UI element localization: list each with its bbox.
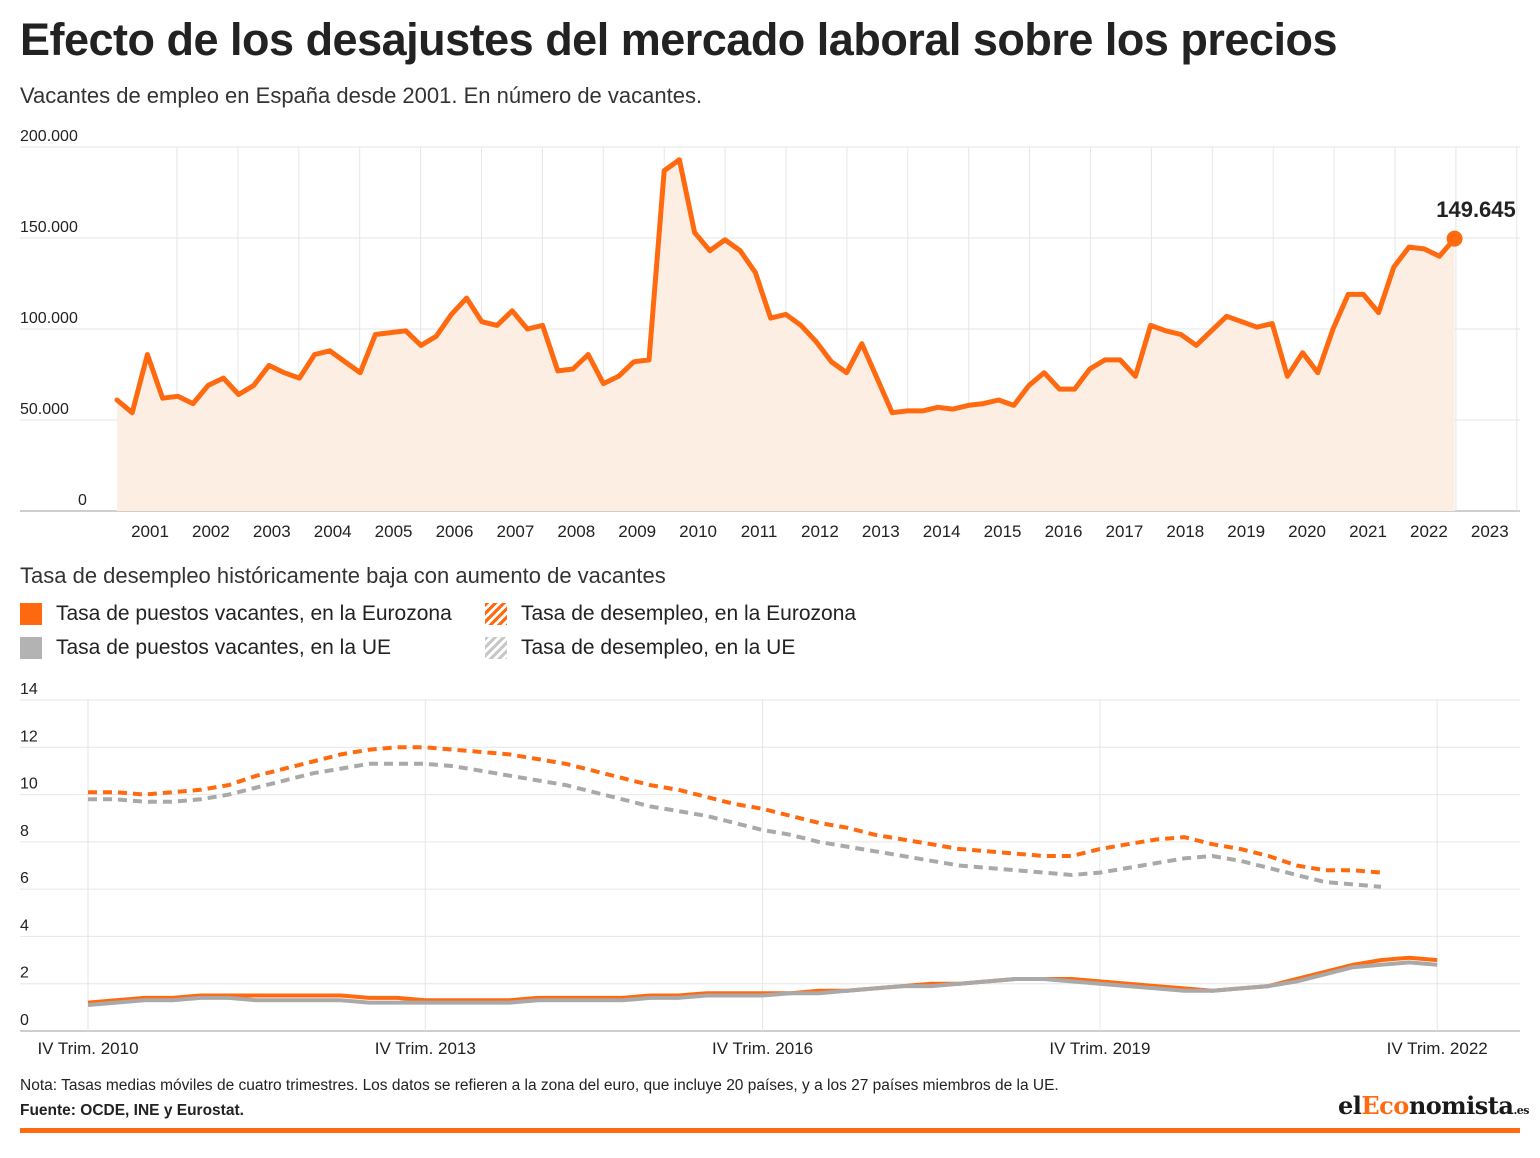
- x-tick-label: 2007: [496, 522, 534, 541]
- x-tick-label: 2014: [923, 522, 961, 541]
- chart-title: Efecto de los desajustes del mercado lab…: [20, 14, 1337, 65]
- y-tick-label: 6: [20, 870, 29, 887]
- y-tick-label: 12: [20, 728, 38, 745]
- y-tick-label: 100.000: [20, 310, 78, 327]
- vacancies-area: [117, 159, 1455, 511]
- y-tick-label: 150.000: [20, 219, 78, 236]
- x-tick-label: 2004: [314, 522, 352, 541]
- x-tick-label: 2002: [192, 522, 230, 541]
- unemployment-eurozone-line: [88, 745, 1382, 875]
- y-tick-label: 50.000: [20, 401, 69, 418]
- x-tick-label: IV Trim. 2016: [712, 1039, 813, 1058]
- x-tick-label: 2018: [1166, 522, 1204, 541]
- x-tick-label: 2005: [375, 522, 413, 541]
- last-value-label: 149.645: [1436, 197, 1516, 222]
- x-tick-label: 2021: [1349, 522, 1387, 541]
- legend-item-vacancy-eurozone: Tasa de puestos vacantes, en la Eurozona: [20, 602, 452, 626]
- y-tick-label: 0: [20, 1012, 29, 1029]
- chart-subtitle: Vacantes de empleo en España desde 2001.…: [20, 83, 703, 108]
- last-value-point: [1446, 230, 1463, 247]
- y-tick-label: 200.000: [20, 128, 78, 145]
- x-tick-label: IV Trim. 2019: [1049, 1039, 1150, 1058]
- legend-item-unemployment-eurozone: Tasa de desempleo, en la Eurozona: [485, 602, 856, 626]
- x-tick-label: 2017: [1105, 522, 1143, 541]
- y-tick-label: 4: [20, 917, 29, 934]
- source-note: Fuente: OCDE, INE y Eurostat.: [20, 1102, 244, 1119]
- x-tick-label: 2001: [131, 522, 169, 541]
- logo-part: Eco: [1361, 1091, 1409, 1120]
- x-tick-label: 2003: [253, 522, 291, 541]
- legend-label: Tasa de desempleo, en la UE: [521, 636, 796, 659]
- legend-swatch-hatched-orange: [485, 603, 507, 625]
- legend-swatch-hatched-gray: [485, 637, 507, 659]
- legend-label: Tasa de puestos vacantes, en la UE: [56, 636, 392, 659]
- vacancy-rate-eu-line: [87, 960, 1438, 1007]
- x-tick-label: 2010: [679, 522, 717, 541]
- x-tick-label: 2019: [1227, 522, 1265, 541]
- x-tick-label: 2006: [436, 522, 474, 541]
- footnote: Nota: Tasas medias móviles de cuatro tri…: [20, 1077, 1059, 1094]
- legend-swatch-solid-gray: [20, 637, 42, 659]
- logo-part: .es: [1513, 1104, 1529, 1117]
- legend-item-unemployment-eu: Tasa de desempleo, en la UE: [485, 636, 795, 660]
- vacancies-chart: 0 50.000 100.000 150.000 200.000 2001 2002 2003…: [20, 128, 1520, 541]
- y-tick-label: 14: [20, 681, 38, 698]
- x-tick-label: IV Trim. 2022: [1387, 1039, 1488, 1058]
- eleconomista-logo: elEconomista.es: [1338, 1091, 1529, 1120]
- legend: Tasa de puestos vacantes, en la Eurozona…: [20, 602, 920, 668]
- x-tick-label: 2020: [1288, 522, 1326, 541]
- x-tick-label: 2012: [801, 522, 839, 541]
- x-tick-label: 2022: [1410, 522, 1448, 541]
- logo-part: nomista: [1408, 1091, 1514, 1120]
- legend-item-vacancy-eu: Tasa de puestos vacantes, en la UE: [20, 636, 391, 660]
- x-tick-label: 2016: [1045, 522, 1083, 541]
- x-tick-label: IV Trim. 2013: [375, 1039, 476, 1058]
- x-tick-label: 2015: [984, 522, 1022, 541]
- x-tick-label: 2009: [618, 522, 656, 541]
- x-tick-label: 2008: [557, 522, 595, 541]
- vacancies-line: [114, 157, 1458, 416]
- vacancy-rate-eurozone-line: [87, 955, 1438, 1005]
- y-tick-label: 10: [20, 776, 38, 793]
- x-tick-label: 2011: [741, 522, 778, 541]
- x-tick-label: 2013: [862, 522, 900, 541]
- second-chart-subtitle: Tasa de desempleo históricamente baja co…: [20, 563, 666, 588]
- legend-label: Tasa de puestos vacantes, en la Eurozona: [56, 602, 452, 625]
- y-tick-label: 8: [20, 823, 29, 840]
- bottom-accent-bar: [20, 1128, 1520, 1133]
- unemployment-eu-line: [88, 761, 1382, 889]
- y-tick-label: 0: [78, 492, 87, 509]
- legend-label: Tasa de desempleo, en la Eurozona: [521, 602, 857, 625]
- x-tick-label: IV Trim. 2010: [37, 1039, 138, 1058]
- x-tick-label: 2023: [1471, 522, 1509, 541]
- y-tick-label: 2: [20, 965, 29, 982]
- logo-part: el: [1338, 1091, 1362, 1120]
- legend-swatch-solid-orange: [20, 603, 42, 625]
